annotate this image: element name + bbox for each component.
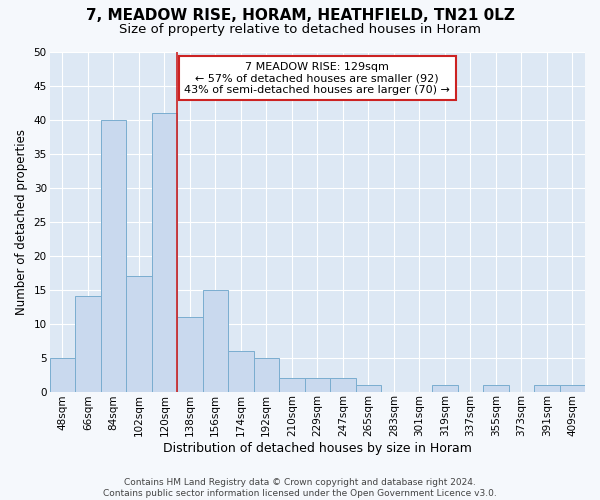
Bar [228,350,254,392]
Text: 7, MEADOW RISE, HORAM, HEATHFIELD, TN21 0LZ: 7, MEADOW RISE, HORAM, HEATHFIELD, TN21 … [86,8,514,22]
Bar [534,384,560,392]
Bar [101,120,126,392]
Bar [126,276,152,392]
Text: Size of property relative to detached houses in Horam: Size of property relative to detached ho… [119,22,481,36]
Bar [483,384,509,392]
Bar [432,384,458,392]
Text: Contains HM Land Registry data © Crown copyright and database right 2024.
Contai: Contains HM Land Registry data © Crown c… [103,478,497,498]
Bar [50,358,75,392]
Bar [152,112,177,392]
Bar [177,316,203,392]
X-axis label: Distribution of detached houses by size in Horam: Distribution of detached houses by size … [163,442,472,455]
Bar [254,358,279,392]
Y-axis label: Number of detached properties: Number of detached properties [15,128,28,314]
Bar [279,378,305,392]
Bar [305,378,330,392]
Bar [560,384,585,392]
Bar [330,378,356,392]
Bar [75,296,101,392]
Bar [203,290,228,392]
Bar [356,384,381,392]
Text: 7 MEADOW RISE: 129sqm
← 57% of detached houses are smaller (92)
43% of semi-deta: 7 MEADOW RISE: 129sqm ← 57% of detached … [184,62,450,95]
